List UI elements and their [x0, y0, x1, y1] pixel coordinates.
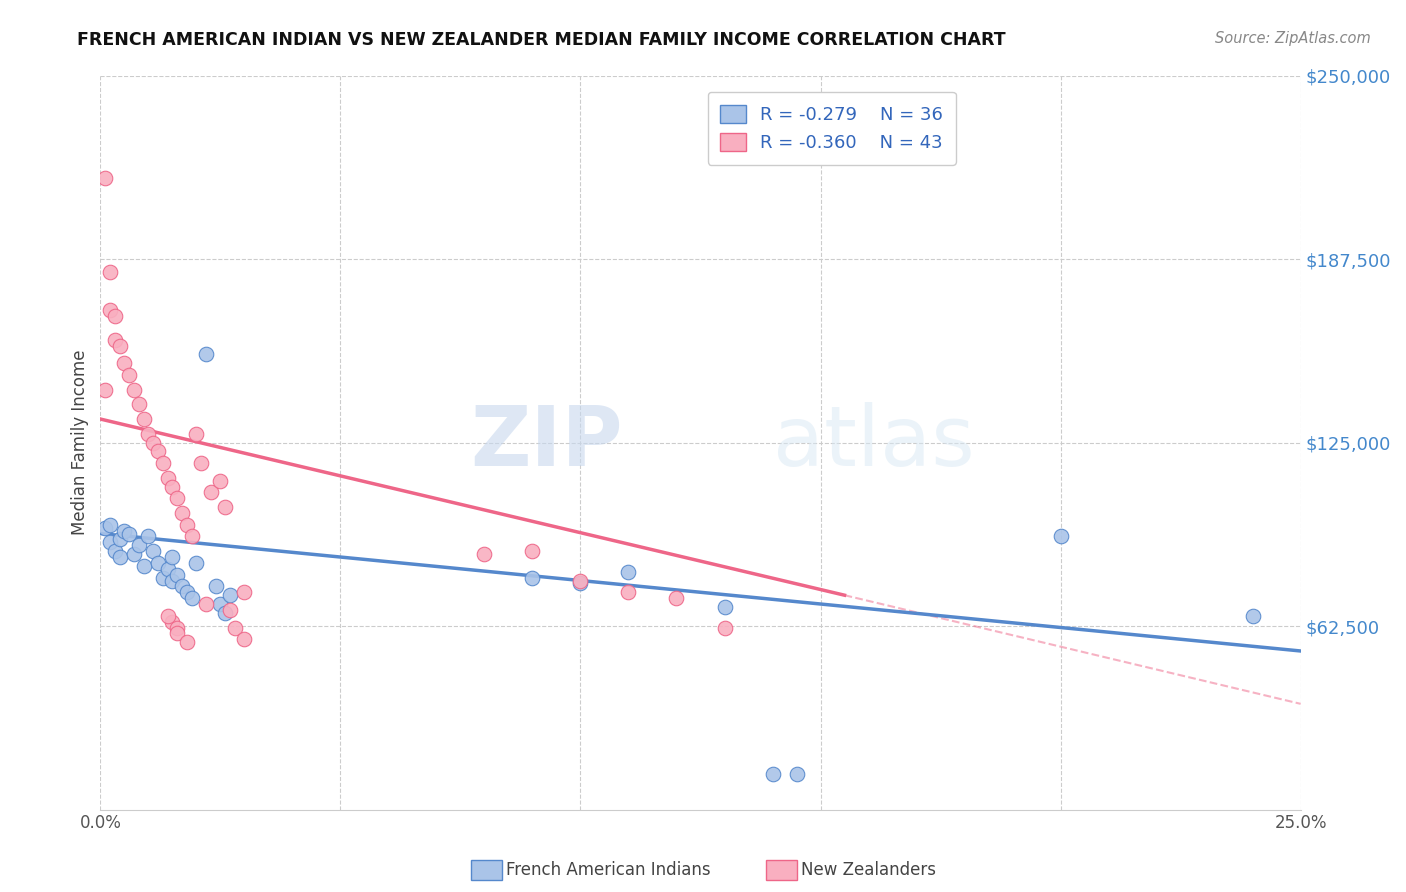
Point — [108, 533, 131, 547]
Point — [152, 456, 174, 470]
Point — [186, 426, 208, 441]
Point — [166, 491, 188, 506]
Point — [142, 544, 165, 558]
Point — [194, 597, 217, 611]
Point — [128, 397, 150, 411]
Point — [132, 558, 155, 573]
Point — [214, 500, 236, 515]
Point — [146, 556, 169, 570]
Point — [112, 356, 135, 370]
Point — [166, 567, 188, 582]
Point — [180, 529, 202, 543]
Point — [104, 544, 127, 558]
Text: ZIP: ZIP — [470, 402, 623, 483]
Point — [94, 521, 117, 535]
Point — [474, 547, 496, 561]
Point — [162, 574, 184, 588]
Point — [122, 383, 145, 397]
Point — [761, 767, 783, 781]
Point — [108, 338, 131, 352]
Point — [204, 579, 226, 593]
Point — [142, 435, 165, 450]
Point — [94, 171, 117, 186]
Point — [122, 547, 145, 561]
Point — [162, 615, 184, 629]
Point — [1049, 529, 1071, 543]
Point — [118, 526, 141, 541]
Point — [209, 597, 232, 611]
Text: French American Indians: French American Indians — [506, 861, 711, 879]
Point — [1241, 608, 1264, 623]
Point — [156, 471, 179, 485]
Point — [569, 576, 592, 591]
Point — [522, 571, 544, 585]
Point — [522, 544, 544, 558]
Point — [190, 456, 212, 470]
Point — [200, 485, 222, 500]
Point — [214, 606, 236, 620]
Point — [176, 517, 198, 532]
Point — [617, 565, 640, 579]
Point — [176, 585, 198, 599]
Point — [180, 591, 202, 606]
Point — [233, 585, 256, 599]
Point — [128, 538, 150, 552]
Point — [138, 529, 160, 543]
Point — [146, 444, 169, 458]
Point — [219, 603, 242, 617]
Point — [166, 626, 188, 640]
Point — [118, 368, 141, 382]
Point — [162, 549, 184, 564]
Point — [186, 556, 208, 570]
Text: Source: ZipAtlas.com: Source: ZipAtlas.com — [1215, 31, 1371, 46]
Point — [156, 562, 179, 576]
Point — [176, 635, 198, 649]
Point — [104, 333, 127, 347]
Point — [233, 632, 256, 647]
Point — [94, 383, 117, 397]
Text: atlas: atlas — [772, 402, 974, 483]
Point — [98, 517, 121, 532]
Point — [138, 426, 160, 441]
Text: FRENCH AMERICAN INDIAN VS NEW ZEALANDER MEDIAN FAMILY INCOME CORRELATION CHART: FRENCH AMERICAN INDIAN VS NEW ZEALANDER … — [77, 31, 1005, 49]
Point — [170, 579, 193, 593]
Legend: R = -0.279    N = 36, R = -0.360    N = 43: R = -0.279 N = 36, R = -0.360 N = 43 — [707, 92, 956, 165]
Point — [162, 479, 184, 493]
Point — [98, 535, 121, 549]
Point — [104, 310, 127, 324]
Text: New Zealanders: New Zealanders — [801, 861, 936, 879]
Point — [98, 303, 121, 318]
Point — [156, 608, 179, 623]
Point — [112, 524, 135, 538]
Point — [170, 506, 193, 520]
Point — [194, 347, 217, 361]
Point — [665, 591, 688, 606]
Point — [98, 265, 121, 279]
Point — [166, 620, 188, 634]
Point — [209, 474, 232, 488]
Point — [569, 574, 592, 588]
Point — [108, 549, 131, 564]
Point — [617, 585, 640, 599]
Y-axis label: Median Family Income: Median Family Income — [72, 350, 89, 535]
Point — [219, 588, 242, 602]
Point — [132, 412, 155, 426]
Point — [786, 767, 808, 781]
Point — [713, 620, 735, 634]
Point — [224, 620, 246, 634]
Point — [152, 571, 174, 585]
Point — [713, 599, 735, 614]
